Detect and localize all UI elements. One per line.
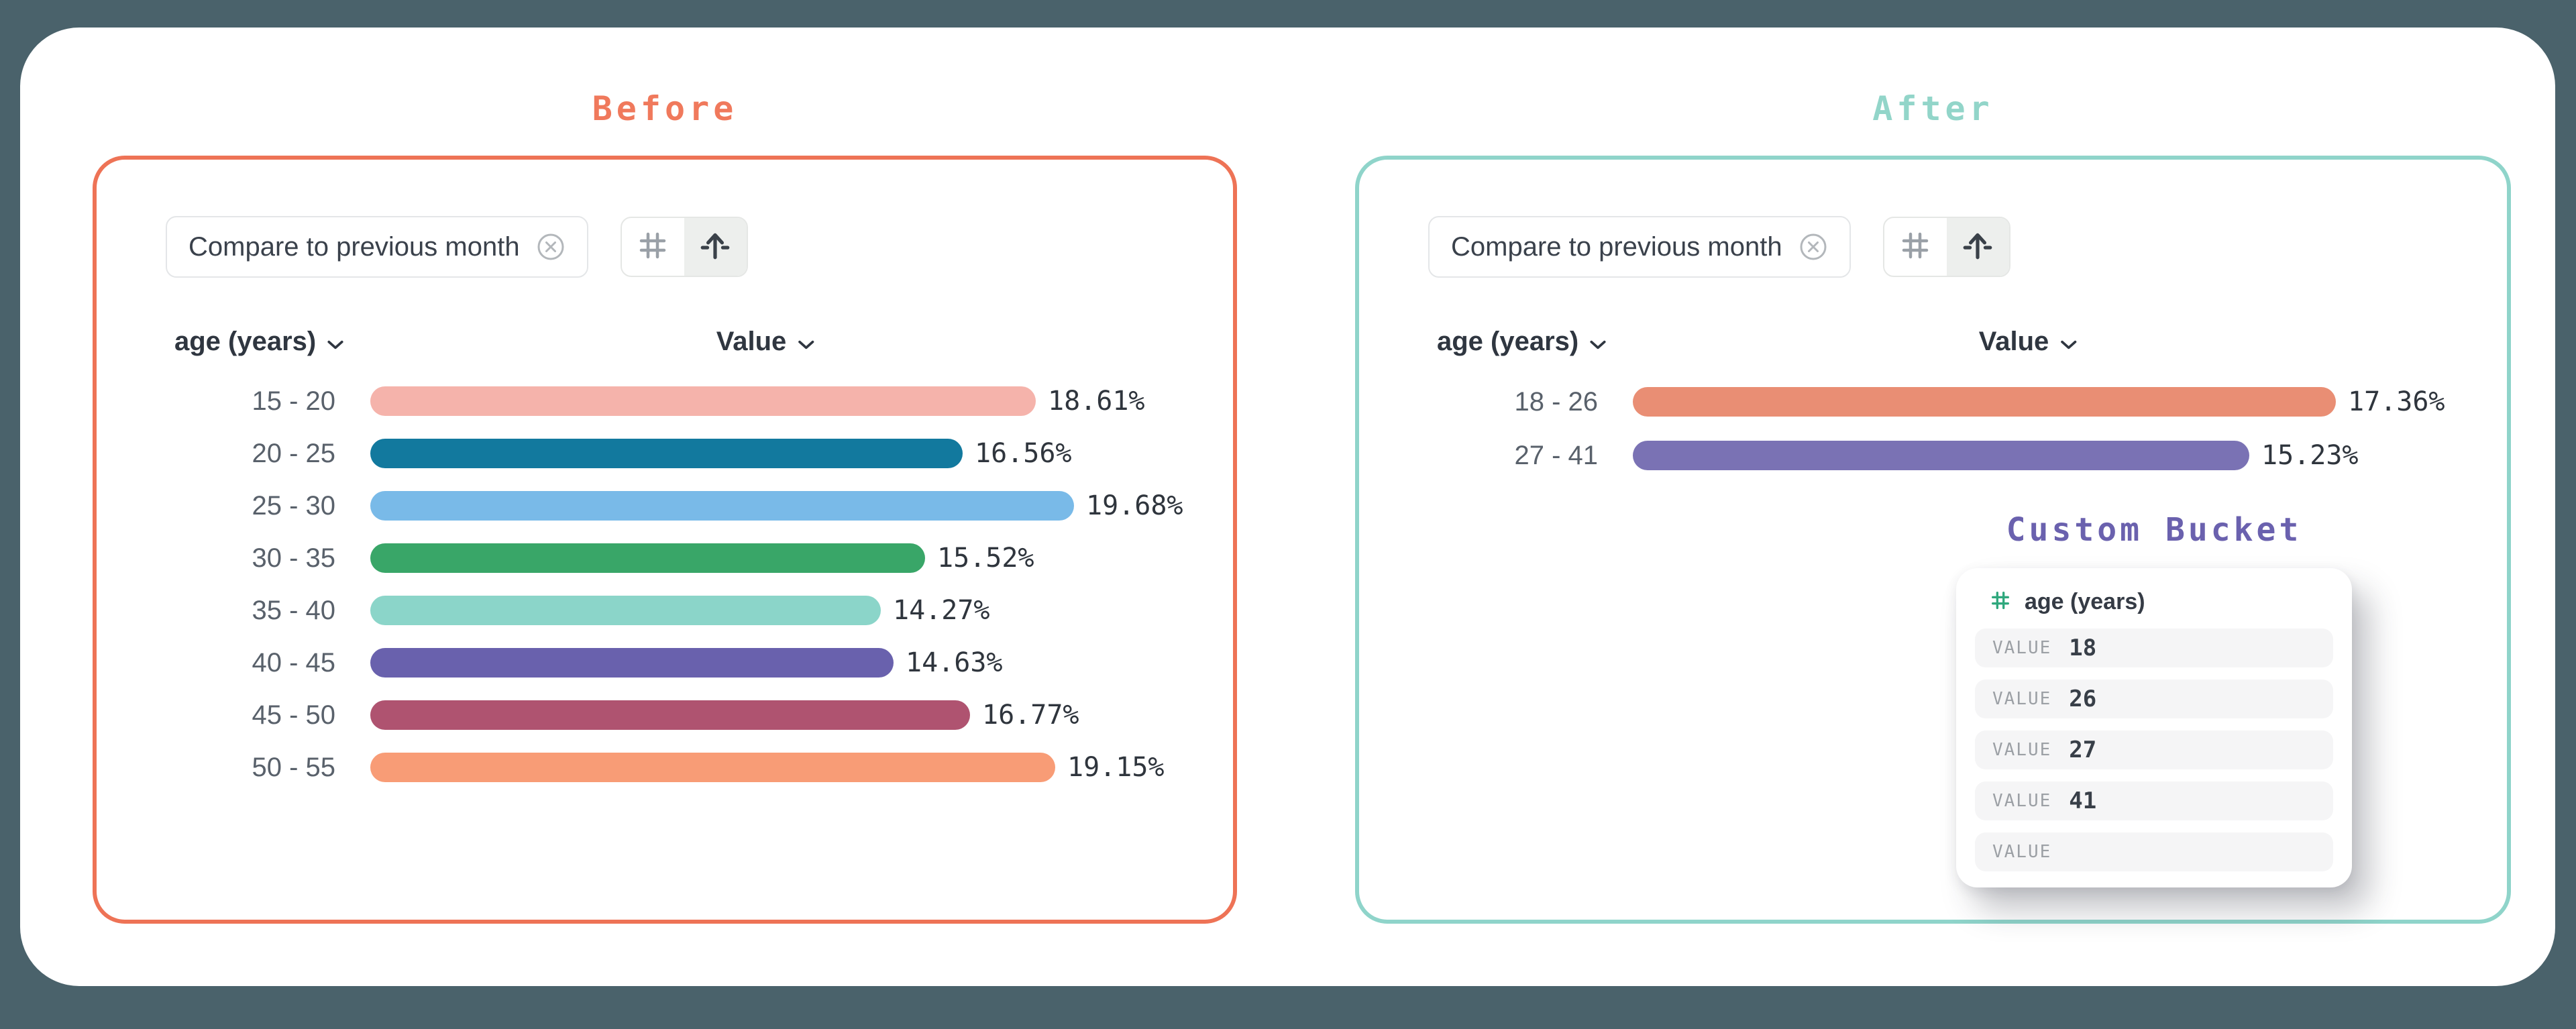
value-header-dropdown[interactable]: Value (1979, 322, 2078, 361)
value-field-number: 27 (2069, 737, 2097, 763)
bucket-label: 15 - 20 (252, 386, 335, 416)
chart-type-toggle (1882, 217, 2010, 277)
bar-row: 50 - 55 19.15% (97, 741, 1233, 794)
bucket-label: 35 - 40 (252, 595, 335, 625)
bucket-label: 18 - 26 (1514, 386, 1598, 417)
value-field-number: 18 (2069, 635, 2097, 661)
compare-chip[interactable]: Compare to previous month (166, 216, 588, 278)
bucket-value-input[interactable]: VALUE 26 (1975, 680, 2333, 718)
after-title: After (1872, 89, 1994, 128)
bar-row: 35 - 40 14.27% (97, 584, 1233, 637)
value-field-label: VALUE (1992, 689, 2052, 709)
bar-row: 25 - 30 19.68% (97, 480, 1233, 532)
bar-chart-rows: 15 - 20 18.61% 20 - 25 16.56% 25 - 30 19.68% 3… (97, 375, 1233, 794)
chevron-down-icon (797, 327, 814, 357)
bucket-value-input[interactable]: VALUE 18 (1975, 629, 2333, 667)
bar-row: 20 - 25 16.56% (97, 427, 1233, 480)
value-percent-label: 16.77% (982, 700, 1079, 730)
bar-chart-rows: 18 - 26 17.36% 27 - 41 15.23% (1359, 375, 2507, 482)
before-section: Before Compare to previous month (93, 89, 1237, 924)
before-title: Before (592, 89, 738, 128)
bucket-label: 40 - 45 (252, 647, 335, 678)
bar-row: 40 - 45 14.63% (97, 637, 1233, 689)
dimension-header-dropdown[interactable]: age (years) (174, 322, 344, 361)
numeric-hash-toggle[interactable] (1884, 218, 1947, 276)
bucket-value-input[interactable]: VALUE 27 (1975, 730, 2333, 769)
value-field-label: VALUE (1992, 842, 2052, 862)
value-bar (370, 753, 1055, 782)
dimension-header-dropdown[interactable]: age (years) (1437, 322, 1607, 361)
bar-row: 30 - 35 15.52% (97, 532, 1233, 584)
close-circle-icon[interactable] (536, 232, 566, 262)
value-bar (370, 439, 963, 468)
value-percent-label: 19.68% (1086, 490, 1183, 521)
bucket-value-input[interactable]: VALUE (1975, 832, 2333, 871)
chevron-down-icon (1589, 327, 1607, 357)
after-panel: Compare to previous month (1355, 156, 2511, 924)
value-field-label: VALUE (1992, 740, 2052, 760)
value-percent-label: 15.52% (937, 543, 1034, 574)
sort-arrow-icon (1961, 229, 1994, 266)
bucket-value-input[interactable]: VALUE 41 (1975, 781, 2333, 820)
sort-arrow-icon (698, 229, 732, 266)
value-percent-label: 17.36% (2348, 386, 2445, 417)
bucket-label: 25 - 30 (252, 490, 335, 521)
value-bar (370, 648, 894, 678)
compare-chip[interactable]: Compare to previous month (1428, 216, 1851, 278)
bar-row: 15 - 20 18.61% (97, 375, 1233, 427)
value-percent-label: 16.56% (975, 438, 1072, 469)
value-percent-label: 18.61% (1048, 386, 1145, 417)
compare-chip-label: Compare to previous month (189, 231, 520, 262)
custom-bucket-field: age (years) (1990, 587, 2333, 616)
sort-toggle[interactable] (684, 218, 747, 276)
bucket-label: 20 - 25 (252, 438, 335, 468)
chart-type-toggle (620, 217, 748, 277)
value-bar (1633, 387, 2336, 417)
bar-row: 27 - 41 15.23% (1359, 429, 2507, 482)
value-percent-label: 14.27% (893, 595, 990, 626)
value-field-number: 41 (2069, 788, 2097, 814)
bucket-label: 45 - 50 (252, 700, 335, 730)
chevron-down-icon (2059, 327, 2077, 357)
value-bar (370, 543, 925, 573)
hash-icon (637, 229, 669, 265)
chevron-down-icon (327, 327, 344, 357)
before-panel: Compare to previous month (93, 156, 1237, 924)
custom-bucket-title: Custom Bucket (2006, 511, 2302, 549)
compare-chip-label: Compare to previous month (1451, 231, 1782, 262)
value-bar (1633, 441, 2249, 470)
value-header-dropdown[interactable]: Value (716, 322, 815, 361)
value-bar (370, 700, 970, 730)
bucket-label: 30 - 35 (252, 543, 335, 573)
value-field-number: 26 (2069, 686, 2097, 712)
before-toolbar: Compare to previous month (166, 216, 748, 278)
bar-row: 45 - 50 16.77% (97, 689, 1233, 741)
main-card: Before Compare to previous month (20, 28, 2555, 986)
value-percent-label: 15.23% (2261, 440, 2359, 471)
after-toolbar: Compare to previous month (1428, 216, 2010, 278)
bucket-label: 27 - 41 (1514, 440, 1598, 470)
close-circle-icon[interactable] (1799, 232, 1828, 262)
bar-row: 18 - 26 17.36% (1359, 375, 2507, 429)
numeric-hash-toggle[interactable] (622, 218, 684, 276)
hash-icon (1990, 590, 2011, 614)
value-field-label: VALUE (1992, 638, 2052, 658)
value-bar (370, 386, 1036, 416)
value-bar (370, 596, 881, 625)
hash-icon (1899, 229, 1931, 265)
custom-bucket-field-label: age (years) (2025, 588, 2145, 614)
value-percent-label: 14.63% (906, 647, 1003, 678)
custom-bucket-value-rows: VALUE 18 VALUE 26 VALUE 27 VALUE 41 VALUE (1975, 629, 2333, 871)
bucket-label: 50 - 55 (252, 752, 335, 782)
sort-toggle[interactable] (1946, 218, 2009, 276)
value-percent-label: 19.15% (1067, 752, 1165, 783)
after-section: After Compare to previous month (1355, 89, 2511, 924)
custom-bucket-popup: age (years) VALUE 18 VALUE 26 VALUE 27 VALUE 41… (1956, 568, 2352, 887)
value-bar (370, 491, 1074, 521)
value-field-label: VALUE (1992, 791, 2052, 811)
